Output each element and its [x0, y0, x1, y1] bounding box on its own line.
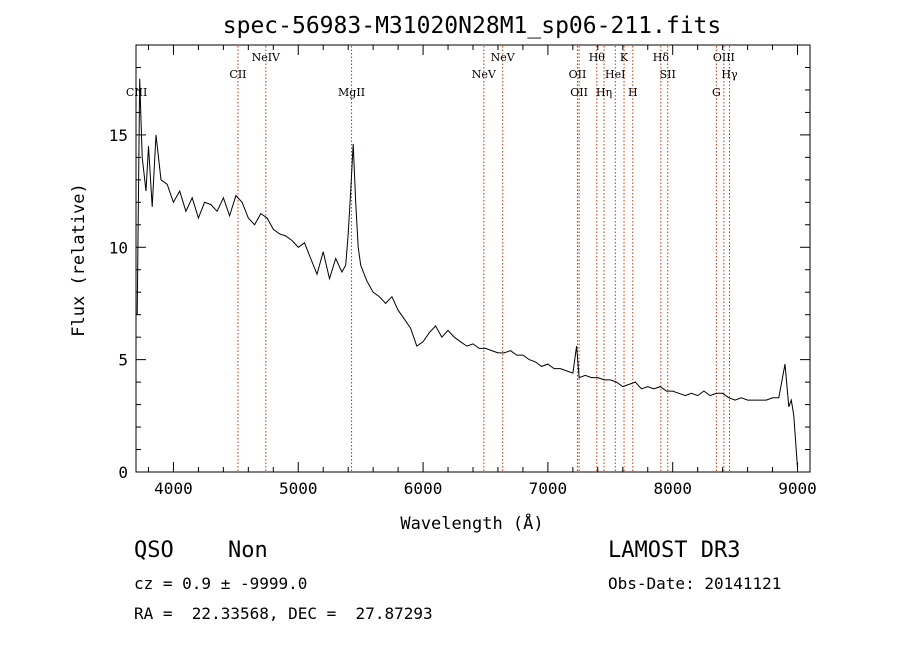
line-label: OIII: [713, 51, 735, 64]
ra-dec: RA = 22.33568, DEC = 27.87293: [134, 604, 433, 623]
y-tick-label: 0: [118, 463, 128, 482]
line-label: CIII: [126, 86, 147, 99]
chart-title: spec-56983-M31020N28M1_sp06-211.fits: [223, 13, 722, 39]
line-label: CII: [229, 68, 246, 81]
y-axis-ticks: 0 5 10 15: [109, 66, 810, 482]
line-label: NeV: [491, 51, 516, 64]
y-axis-label: Flux (relative): [69, 183, 89, 337]
object-subclass: Non: [228, 538, 268, 563]
redshift-cz: cz = 0.9 ± -9999.0: [134, 574, 308, 593]
x-tick-label: 9000: [778, 479, 817, 498]
object-class: QSO: [134, 538, 174, 563]
x-axis-ticks: 4000 5000 6000 7000 8000 9000: [147, 45, 817, 498]
emission-line-markers: [237, 46, 730, 471]
line-label: Hη: [596, 86, 612, 99]
line-label: Hθ: [589, 51, 606, 64]
line-label: Hδ: [653, 51, 670, 64]
line-label: H: [628, 86, 638, 99]
x-tick-label: 8000: [653, 479, 692, 498]
plot-frame: [135, 44, 811, 473]
line-label: OII: [569, 68, 587, 81]
x-tick-label: 7000: [529, 479, 568, 498]
emission-line-labels: CIIICIINeIVMgIINeVNeVOIIOIIHθHηHeIKHHδSI…: [126, 51, 738, 99]
line-label: NeV: [472, 68, 497, 81]
x-tick-label: 5000: [279, 479, 318, 498]
y-tick-label: 15: [109, 126, 128, 145]
line-label: Hγ: [721, 68, 738, 81]
y-tick-label: 5: [118, 351, 128, 370]
line-label: NeIV: [252, 51, 281, 64]
line-label: HeI: [605, 68, 625, 81]
x-axis-label: Wavelength (Å): [400, 512, 543, 534]
x-tick-label: 6000: [404, 479, 443, 498]
x-tick-label: 4000: [154, 479, 193, 498]
line-label: SII: [660, 68, 676, 81]
line-label: MgII: [338, 86, 365, 99]
survey-name: LAMOST DR3: [608, 538, 741, 563]
spectrum-line: [136, 78, 798, 468]
line-label: G: [712, 86, 721, 99]
observation-date: Obs-Date: 20141121: [608, 574, 782, 593]
y-tick-label: 10: [109, 238, 128, 257]
line-label: OII: [570, 86, 588, 99]
line-label: K: [620, 51, 629, 64]
